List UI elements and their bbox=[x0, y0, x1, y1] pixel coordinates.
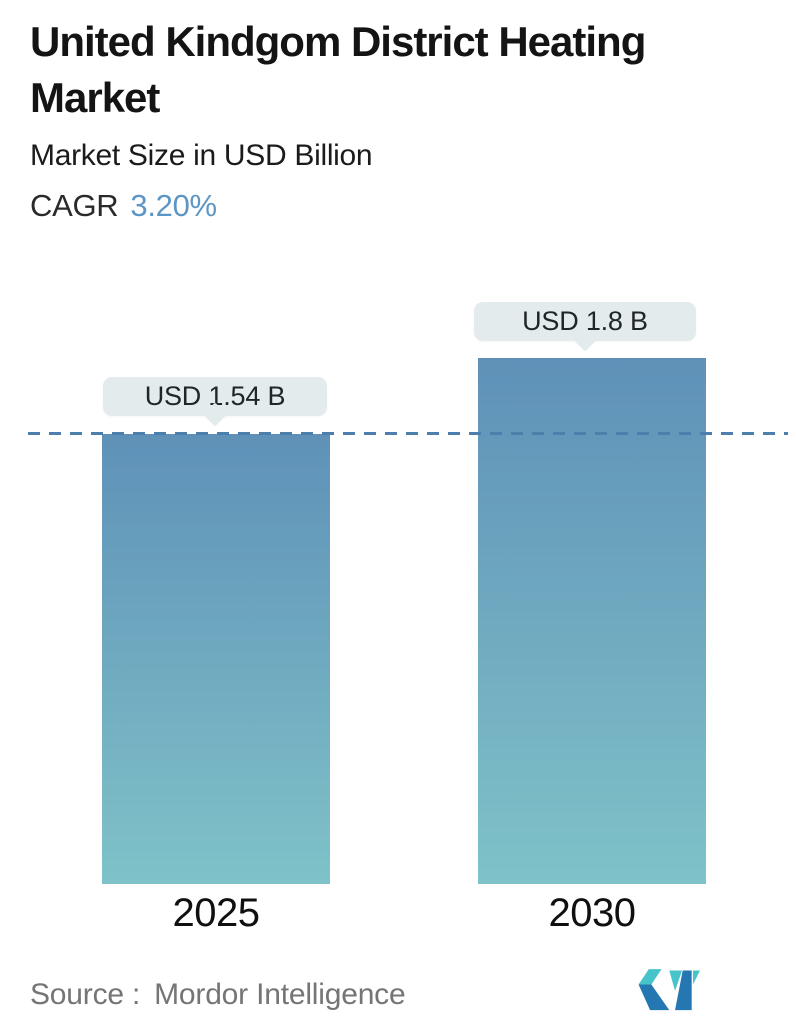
value-callout-2025: USD 1.54 B bbox=[103, 377, 327, 427]
cagr-value: 3.20% bbox=[130, 188, 217, 223]
page-title: United Kindgom District Heating Market bbox=[30, 14, 646, 126]
mordor-intelligence-logo bbox=[638, 969, 700, 1011]
cagr-label: CAGR bbox=[30, 188, 119, 223]
x-axis-label-2025: 2025 bbox=[172, 891, 260, 935]
cagr-row: CAGR 3.20% bbox=[30, 188, 217, 224]
chart-subtitle: Market Size in USD Billion bbox=[30, 139, 373, 172]
page-title-line2: Market bbox=[30, 74, 160, 121]
source-attribution: Source : Mordor Intelligence bbox=[30, 978, 406, 1012]
source-value: Mordor Intelligence bbox=[154, 978, 406, 1011]
reference-dashed-line bbox=[28, 432, 788, 435]
page-title-line1: United Kindgom District Heating bbox=[30, 18, 646, 65]
x-axis-label-2030: 2030 bbox=[548, 891, 636, 935]
bar-2025[interactable] bbox=[102, 434, 330, 884]
value-callout-2030: USD 1.8 B bbox=[474, 302, 696, 352]
source-label: Source : bbox=[30, 978, 141, 1011]
bar-2030[interactable] bbox=[478, 358, 706, 884]
